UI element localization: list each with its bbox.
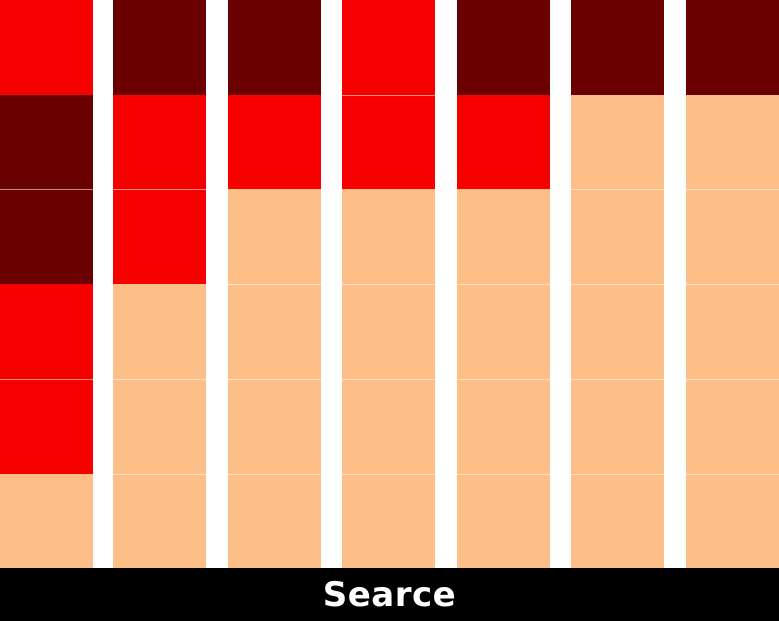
grid-cell[interactable] [571, 284, 664, 379]
grid-cell[interactable] [113, 189, 206, 284]
grid-cell[interactable] [228, 474, 321, 568]
grid-column-4 [342, 0, 435, 568]
grid-cell[interactable] [571, 95, 664, 189]
grid-cell[interactable] [686, 284, 779, 379]
grid-cell[interactable] [228, 189, 321, 284]
grid-cell[interactable] [113, 0, 206, 95]
grid-cell[interactable] [228, 95, 321, 189]
footer-label: Searce [322, 574, 457, 615]
grid-cell[interactable] [686, 95, 779, 189]
grid-cell[interactable] [113, 95, 206, 189]
grid-cell[interactable] [686, 474, 779, 568]
grid-cell[interactable] [457, 284, 550, 379]
grid-cell[interactable] [457, 474, 550, 568]
grid-cell[interactable] [571, 474, 664, 568]
grid-cell[interactable] [0, 379, 93, 474]
grid-cell[interactable] [0, 284, 93, 379]
grid-cell[interactable] [228, 379, 321, 474]
grid-cell[interactable] [228, 284, 321, 379]
grid-column-3 [228, 0, 321, 568]
grid-cell[interactable] [571, 189, 664, 284]
grid-column-7 [686, 0, 779, 568]
grid-cell[interactable] [113, 284, 206, 379]
grid-column-6 [571, 0, 664, 568]
grid-cell[interactable] [342, 189, 435, 284]
grid-column-2 [113, 0, 206, 568]
grid-cell[interactable] [342, 0, 435, 95]
grid-cell[interactable] [457, 189, 550, 284]
grid-cell[interactable] [571, 0, 664, 95]
grid-cell[interactable] [113, 379, 206, 474]
grid-cell[interactable] [0, 95, 93, 189]
grid-cell[interactable] [686, 189, 779, 284]
grid-cell[interactable] [686, 0, 779, 95]
grid-cell[interactable] [571, 379, 664, 474]
grid-cell[interactable] [0, 189, 93, 284]
grid-cell[interactable] [457, 0, 550, 95]
footer-bar: Searce [0, 568, 779, 621]
grid-cell[interactable] [0, 0, 93, 95]
grid-cell[interactable] [342, 474, 435, 568]
grid-cell[interactable] [228, 0, 321, 95]
grid-cell[interactable] [686, 379, 779, 474]
grid-cell[interactable] [0, 474, 93, 568]
grid-cell[interactable] [457, 379, 550, 474]
grid-cell[interactable] [342, 95, 435, 189]
color-grid-board [0, 0, 779, 568]
grid-column-1 [0, 0, 93, 568]
grid-cell[interactable] [342, 284, 435, 379]
grid-cell[interactable] [342, 379, 435, 474]
grid-cell[interactable] [457, 95, 550, 189]
grid-cell[interactable] [113, 474, 206, 568]
grid-column-5 [457, 0, 550, 568]
